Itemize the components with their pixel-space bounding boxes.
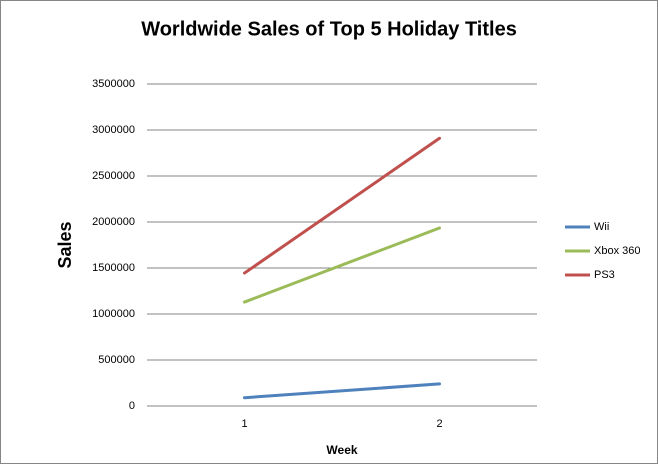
y-tick-label: 1500000	[92, 262, 135, 274]
x-tick-label: 2	[436, 418, 442, 430]
y-tick-label: 2500000	[92, 170, 135, 182]
y-tick-label: 3000000	[92, 124, 135, 136]
y-tick-label: 500000	[98, 354, 135, 366]
series-line	[243, 136, 441, 275]
legend-label: Xbox 360	[594, 245, 640, 257]
series-line	[243, 382, 441, 400]
x-axis-label: Week	[326, 443, 357, 457]
y-tick-label: 3500000	[92, 78, 135, 90]
chart-title: Worldwide Sales of Top 5 Holiday Titles	[141, 18, 517, 40]
x-tick-label: 1	[241, 418, 247, 430]
legend-label: PS3	[594, 269, 615, 281]
series-line	[243, 226, 441, 304]
legend-label: Wii	[594, 221, 609, 233]
y-tick-label: 1000000	[92, 308, 135, 320]
y-tick-label: 0	[129, 400, 135, 412]
y-axis-label: Sales	[55, 221, 75, 268]
y-tick-label: 2000000	[92, 216, 135, 228]
